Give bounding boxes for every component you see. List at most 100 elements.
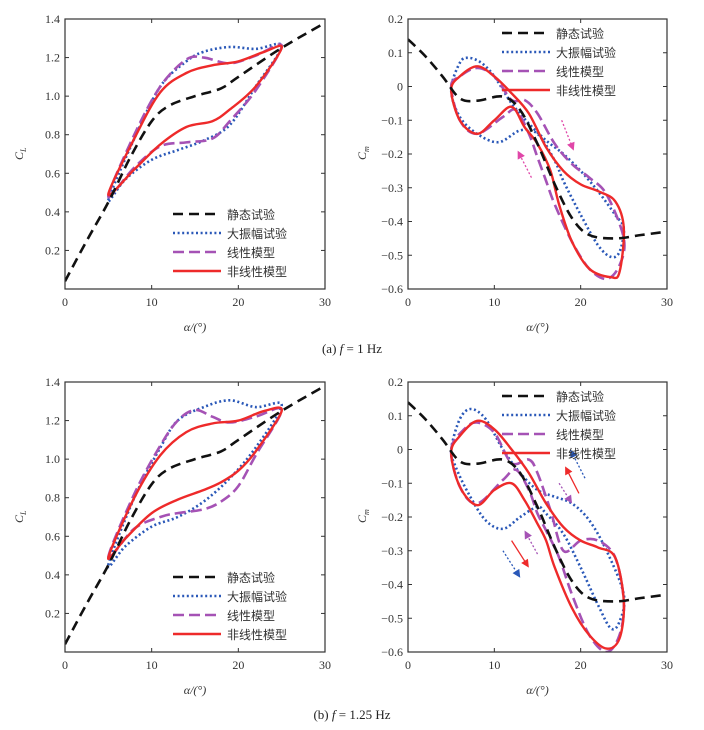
y-axis-label-sub: m [362, 146, 371, 152]
x-axis-label: α/(°) [184, 683, 206, 697]
arrow-head [524, 530, 532, 540]
y-tick-label: 1.4 [45, 12, 60, 26]
direction-arrow [558, 482, 570, 499]
series-line-nonlinear [107, 44, 283, 197]
chart-a-Cm: 0 10 20 30 −0.6 −0.5 −0.4 −0.3 −0.2 −0.1 0 0.1 0.2 α/… [355, 12, 673, 334]
legend-label: 线性模型 [556, 428, 604, 442]
x-tick-label: 10 [146, 658, 158, 672]
series-group [65, 21, 325, 282]
x-tick-label: 0 [405, 295, 411, 309]
caption-b-value: = 1.25 Hz [338, 707, 391, 722]
direction-arrow [519, 155, 533, 178]
direction-arrow [526, 535, 539, 555]
y-tick-label: 0.6 [45, 166, 60, 180]
y-tick-label: 0 [397, 443, 403, 457]
y-tick-label: 0.8 [45, 491, 60, 505]
y-tick-label: −0.6 [381, 645, 403, 659]
legend-label: 非线性模型 [556, 447, 616, 461]
y-tick-label: 0.2 [45, 606, 60, 620]
x-axis-label: α/(°) [526, 320, 548, 334]
chart-a-CL: 0 10 20 30 0.2 0.4 0.6 0.8 1.0 1.2 1.4 α/(°) CL 静态试验大… [12, 12, 331, 334]
caption-a-prefix: (a) [321, 341, 337, 356]
series-line-large_amp [449, 407, 626, 631]
y-tick-label: −0.5 [381, 611, 403, 625]
y-axis-label-sub: m [362, 509, 371, 515]
legend-label: 线性模型 [227, 609, 275, 623]
y-axis-label-sub: L [19, 147, 28, 153]
y-tick-label: −0.3 [381, 544, 403, 558]
x-tick-label: 20 [575, 295, 587, 309]
x-tick-label: 30 [661, 658, 673, 672]
y-tick-label: 0.4 [45, 205, 60, 219]
caption-a-value: = 1 Hz [346, 341, 383, 356]
direction-arrow [561, 120, 573, 146]
chart-b-Cm: 0 10 20 30 −0.6 −0.5 −0.4 −0.3 −0.2 −0.1 0 0.1 0.2 α/… [355, 375, 673, 697]
y-tick-label: −0.2 [381, 147, 403, 161]
direction-arrow [502, 550, 518, 574]
series-line-large_amp [106, 42, 283, 203]
arrow-head [567, 141, 575, 151]
x-tick-label: 0 [405, 658, 411, 672]
series-line-large_amp [106, 399, 283, 569]
y-tick-label: 0.4 [45, 568, 60, 582]
arrow-head [565, 466, 573, 476]
caption-b-var: f [331, 707, 336, 722]
plot-frame [407, 381, 668, 653]
series-group [408, 38, 667, 281]
y-tick-label: 0.1 [388, 409, 403, 423]
y-tick-label: 0.1 [388, 46, 403, 60]
legend-label: 大振幅试验 [556, 408, 616, 423]
x-tick-label: 20 [232, 295, 244, 309]
legend-label: 静态试验 [556, 389, 604, 404]
arrow-head [521, 558, 529, 568]
y-tick-label: 1.2 [45, 51, 60, 65]
caption-a-var: f [339, 341, 344, 356]
series-group [408, 401, 667, 652]
series-line-linear [107, 406, 283, 560]
legend-label: 大振幅试验 [556, 45, 616, 60]
y-tick-label: 1.4 [45, 375, 60, 389]
legend-label: 线性模型 [227, 246, 275, 260]
y-tick-label: 0.2 [45, 243, 60, 257]
chart-b-CL: 0 10 20 30 0.2 0.4 0.6 0.8 1.0 1.2 1.4 α/(°) CL 静态试验大… [12, 375, 331, 697]
x-tick-label: 30 [319, 658, 331, 672]
y-axis-label: Cm [355, 509, 371, 523]
legend-label: 非线性模型 [227, 628, 287, 642]
y-axis-label-main: C [12, 514, 26, 523]
arrow-head [570, 449, 578, 459]
y-axis-label-main: C [12, 151, 26, 160]
series-line-static [408, 401, 667, 603]
y-tick-label: 1.0 [45, 89, 60, 103]
y-axis-label: Cm [355, 146, 371, 160]
series-line-nonlinear [107, 406, 283, 561]
y-axis-label: CL [12, 147, 28, 160]
series-line-static [65, 21, 325, 282]
y-tick-label: −0.4 [381, 578, 403, 592]
y-axis-label-sub: L [19, 510, 28, 516]
x-tick-label: 10 [146, 295, 158, 309]
legend-label: 静态试验 [227, 207, 275, 222]
legend-label: 静态试验 [227, 570, 275, 585]
y-tick-label: −0.6 [381, 282, 403, 296]
y-tick-label: 1.2 [45, 414, 60, 428]
direction-arrow [511, 540, 527, 563]
arrow-head [517, 150, 525, 160]
legend-label: 非线性模型 [556, 84, 616, 98]
plot-frame [407, 18, 668, 290]
plot-frame [64, 18, 326, 290]
arrow-head [564, 494, 573, 504]
x-tick-label: 10 [488, 295, 500, 309]
y-tick-label: −0.4 [381, 215, 403, 229]
legend-label: 静态试验 [556, 26, 604, 41]
x-tick-label: 10 [488, 658, 500, 672]
x-axis-label: α/(°) [184, 320, 206, 334]
series-group [65, 384, 325, 645]
series-line-nonlinear [450, 65, 626, 280]
y-tick-label: −0.1 [381, 476, 403, 490]
series-line-nonlinear [450, 419, 626, 650]
x-tick-label: 20 [232, 658, 244, 672]
x-axis-label: α/(°) [526, 683, 548, 697]
y-tick-label: −0.2 [381, 510, 403, 524]
legend-label: 非线性模型 [227, 265, 287, 279]
